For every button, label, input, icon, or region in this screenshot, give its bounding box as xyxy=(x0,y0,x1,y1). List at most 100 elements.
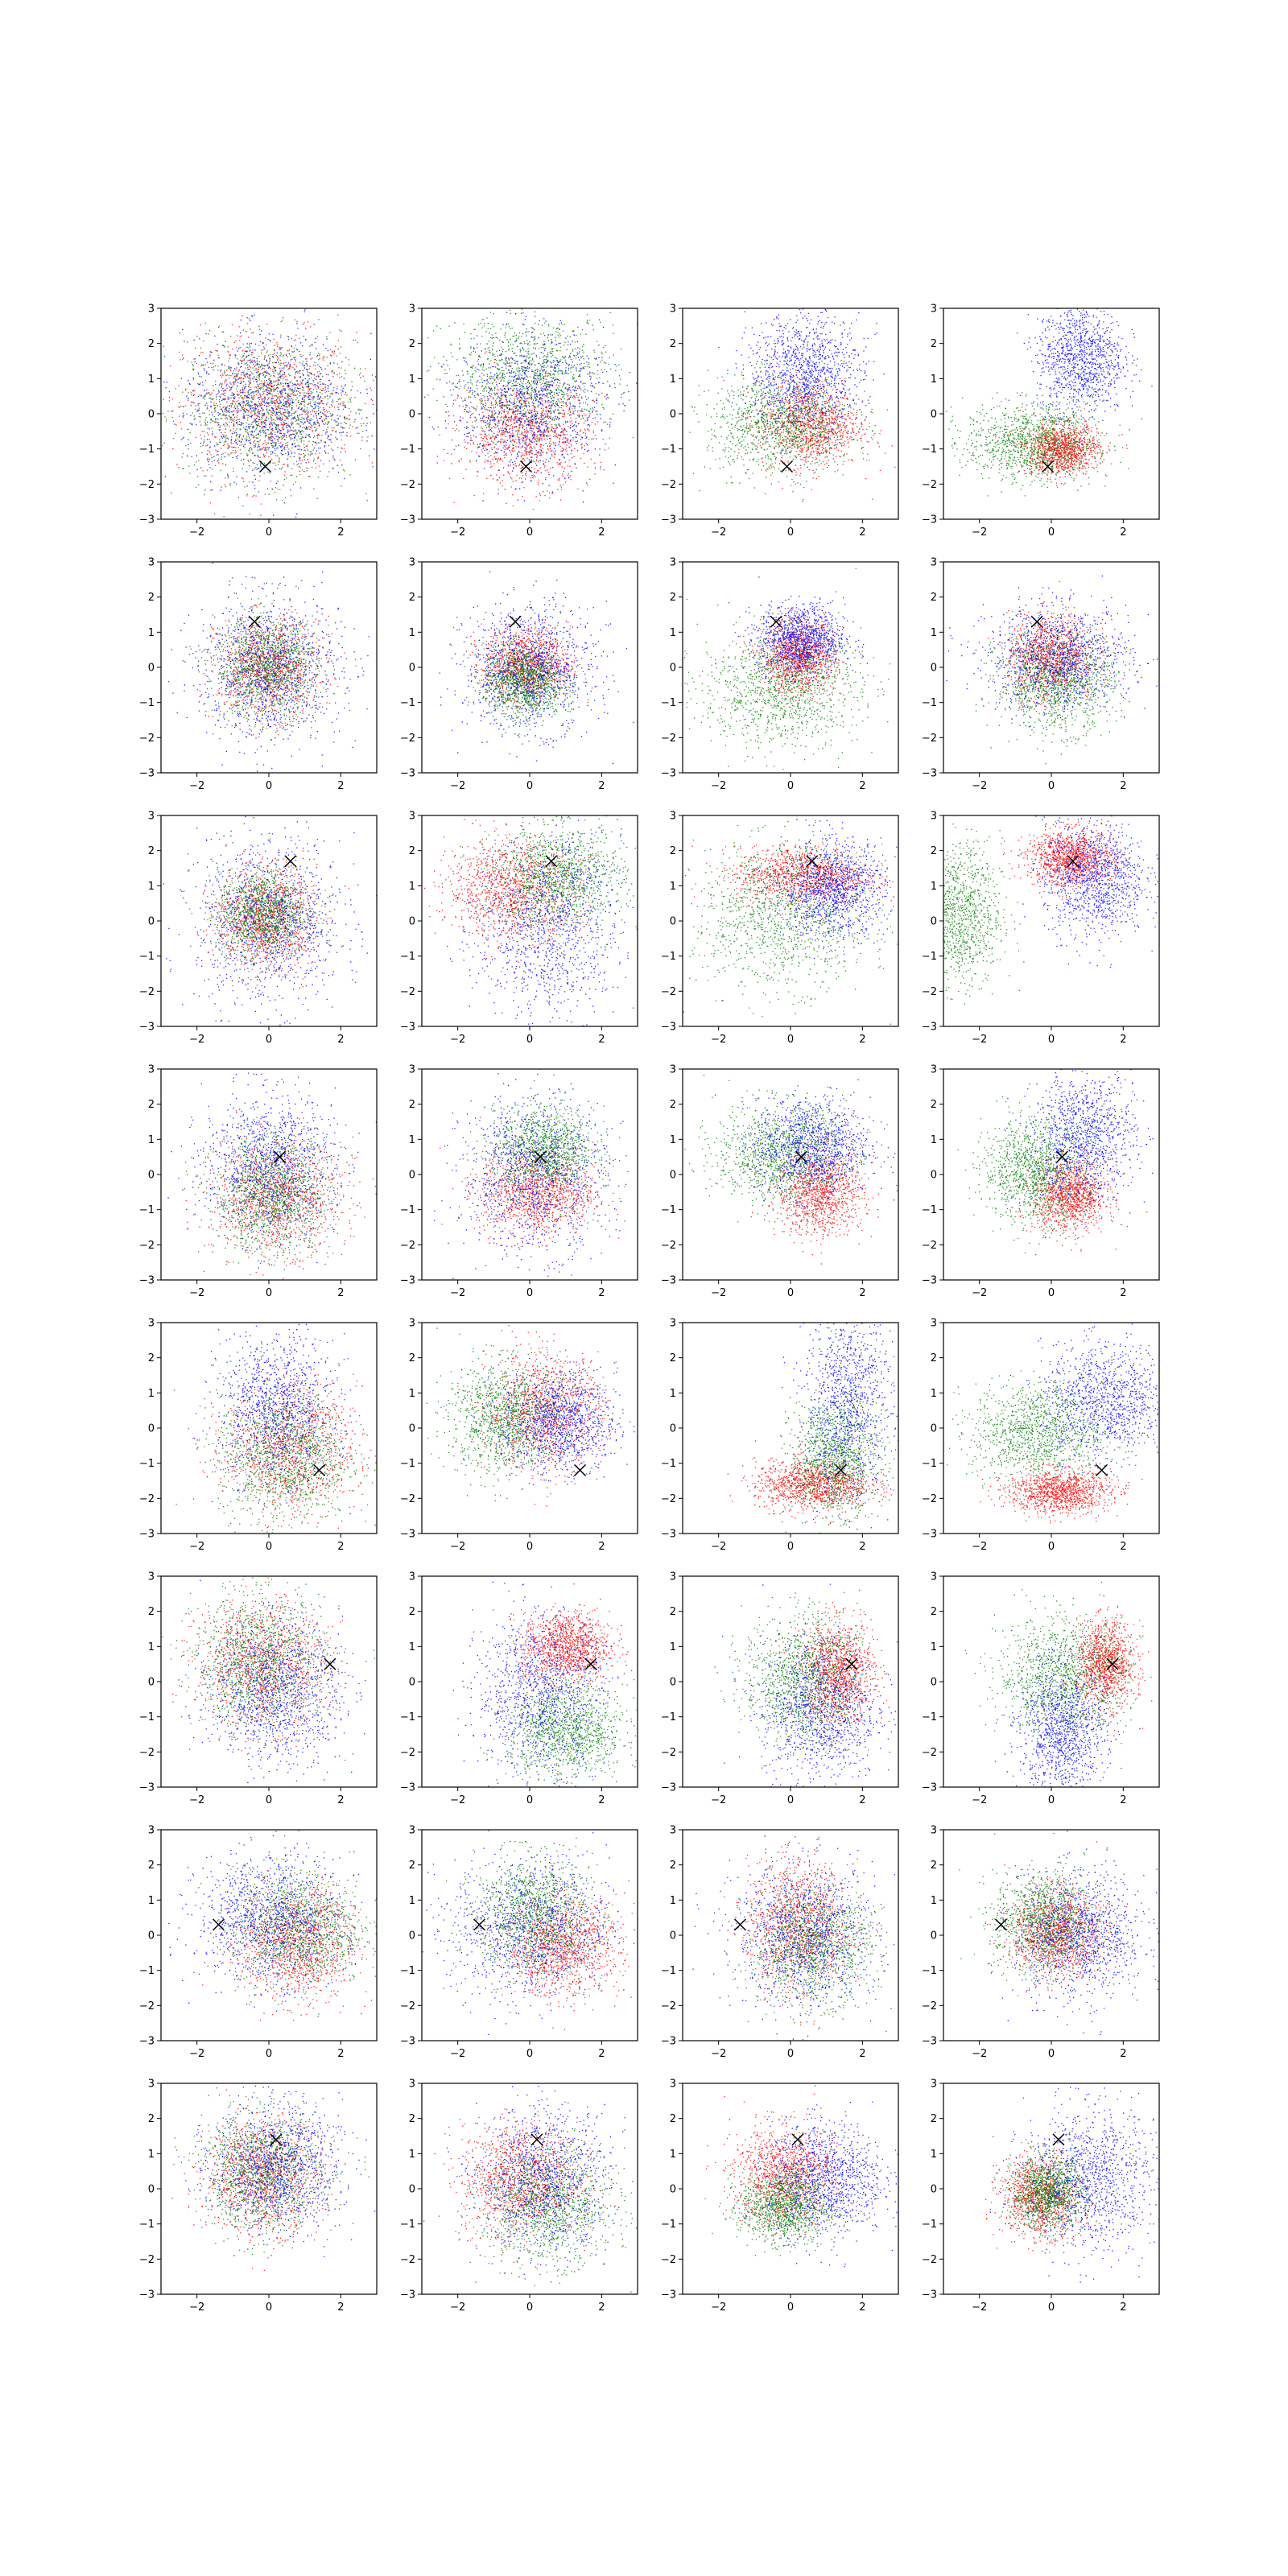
y-tick-label: 2 xyxy=(409,1352,415,1364)
y-tick-label: 2 xyxy=(670,1099,676,1111)
y-tick-label: 2 xyxy=(670,338,676,350)
y-tick-label: −1 xyxy=(661,1458,676,1470)
y-tick-label: −1 xyxy=(139,951,155,963)
y-tick-label: −2 xyxy=(922,2000,937,2013)
y-tick-label: −2 xyxy=(922,986,937,998)
y-tick-label: 3 xyxy=(148,557,155,569)
y-tick-label: 1 xyxy=(670,1895,676,1907)
y-tick-label: 1 xyxy=(409,627,415,639)
y-tick-label: 0 xyxy=(148,409,155,421)
x-tick-label: 0 xyxy=(266,2048,272,2060)
x-tick-label: −2 xyxy=(711,1287,726,1299)
x-tick-label: 2 xyxy=(598,1794,605,1806)
x-tick-label: −2 xyxy=(450,526,465,539)
x-tick-label: 0 xyxy=(1048,526,1055,539)
x-tick-label: −2 xyxy=(450,2048,465,2060)
y-tick-label: −2 xyxy=(400,2254,415,2266)
y-tick-label: 0 xyxy=(409,1423,415,1435)
x-tick-label: −2 xyxy=(450,1034,465,1046)
x-tick-label: 2 xyxy=(859,2301,865,2314)
y-tick-label: −3 xyxy=(139,768,155,780)
y-tick-label: 2 xyxy=(148,2113,155,2125)
x-tick-label: −2 xyxy=(711,526,726,539)
y-tick-label: 2 xyxy=(409,845,415,857)
x-tick-label: 2 xyxy=(1120,1287,1126,1299)
y-tick-label: −2 xyxy=(661,733,676,745)
y-tick-label: 0 xyxy=(148,1170,155,1182)
x-tick-label: 2 xyxy=(598,1034,605,1046)
x-tick-label: 0 xyxy=(1048,1034,1055,1046)
x-tick-label: −2 xyxy=(972,1541,987,1553)
y-tick-label: −3 xyxy=(922,514,937,526)
x-tick-label: 0 xyxy=(1048,1541,1055,1553)
x-tick-label: 0 xyxy=(526,780,533,792)
y-tick-label: 1 xyxy=(670,1388,676,1400)
y-tick-label: −2 xyxy=(661,479,676,491)
y-tick-label: 3 xyxy=(670,1064,676,1076)
x-tick-label: −2 xyxy=(189,2301,204,2314)
x-tick-label: 0 xyxy=(526,2048,533,2060)
y-tick-label: 1 xyxy=(931,1641,937,1653)
y-tick-label: 2 xyxy=(931,1099,937,1111)
y-tick-label: −2 xyxy=(661,2000,676,2013)
y-tick-label: 1 xyxy=(931,1895,937,1907)
y-tick-label: −2 xyxy=(922,479,937,491)
y-tick-label: −1 xyxy=(139,2219,155,2231)
y-tick-label: −2 xyxy=(661,1493,676,1505)
x-tick-label: −2 xyxy=(189,1287,204,1299)
x-tick-label: −2 xyxy=(189,526,204,539)
x-tick-label: 2 xyxy=(598,2301,605,2314)
x-tick-label: 2 xyxy=(598,526,605,539)
y-tick-label: 0 xyxy=(409,663,415,675)
y-tick-label: 3 xyxy=(148,811,155,823)
x-tick-label: −2 xyxy=(711,2301,726,2314)
y-tick-label: 2 xyxy=(148,845,155,857)
y-tick-label: −3 xyxy=(661,514,676,526)
y-tick-label: 1 xyxy=(148,881,155,893)
y-tick-label: −1 xyxy=(139,1965,155,1977)
x-tick-label: 0 xyxy=(526,2301,533,2314)
y-tick-label: 1 xyxy=(148,1134,155,1146)
y-tick-label: 2 xyxy=(670,1606,676,1618)
y-tick-label: 1 xyxy=(409,881,415,893)
y-tick-label: 1 xyxy=(409,1641,415,1653)
y-tick-label: −3 xyxy=(139,1782,155,1794)
y-tick-label: −3 xyxy=(661,1782,676,1794)
x-tick-label: 2 xyxy=(598,1287,605,1299)
y-tick-label: −1 xyxy=(661,444,676,456)
x-tick-label: −2 xyxy=(711,2048,726,2060)
y-tick-label: 0 xyxy=(931,1930,937,1942)
x-tick-label: 2 xyxy=(1120,1034,1126,1046)
y-tick-label: 1 xyxy=(148,627,155,639)
y-tick-label: 2 xyxy=(931,2113,937,2125)
y-tick-label: 0 xyxy=(670,1170,676,1182)
y-tick-label: −1 xyxy=(922,1458,937,1470)
y-tick-label: −2 xyxy=(139,2000,155,2013)
y-tick-label: 2 xyxy=(670,592,676,604)
x-tick-label: −2 xyxy=(189,1541,204,1553)
y-tick-label: 3 xyxy=(148,1571,155,1583)
y-tick-label: 3 xyxy=(409,1571,415,1583)
y-tick-label: 0 xyxy=(148,1677,155,1689)
y-tick-label: −2 xyxy=(139,1493,155,1505)
x-tick-label: −2 xyxy=(450,1287,465,1299)
y-tick-label: 0 xyxy=(931,663,937,675)
y-tick-label: 1 xyxy=(148,374,155,386)
x-tick-label: 0 xyxy=(1048,2301,1055,2314)
y-tick-label: 3 xyxy=(409,811,415,823)
x-tick-label: 0 xyxy=(1048,1794,1055,1806)
y-tick-label: 2 xyxy=(409,338,415,350)
y-tick-label: −3 xyxy=(139,1529,155,1541)
y-tick-label: 2 xyxy=(931,1860,937,1872)
x-tick-label: −2 xyxy=(711,1541,726,1553)
x-tick-label: 0 xyxy=(266,1541,272,1553)
y-tick-label: 2 xyxy=(409,1860,415,1872)
x-tick-label: 2 xyxy=(337,526,344,539)
x-tick-label: 0 xyxy=(526,1287,533,1299)
y-tick-label: 1 xyxy=(670,2149,676,2161)
x-tick-label: 0 xyxy=(1048,780,1055,792)
y-tick-label: 1 xyxy=(670,627,676,639)
x-tick-label: 0 xyxy=(526,526,533,539)
x-tick-label: 2 xyxy=(1120,2048,1126,2060)
